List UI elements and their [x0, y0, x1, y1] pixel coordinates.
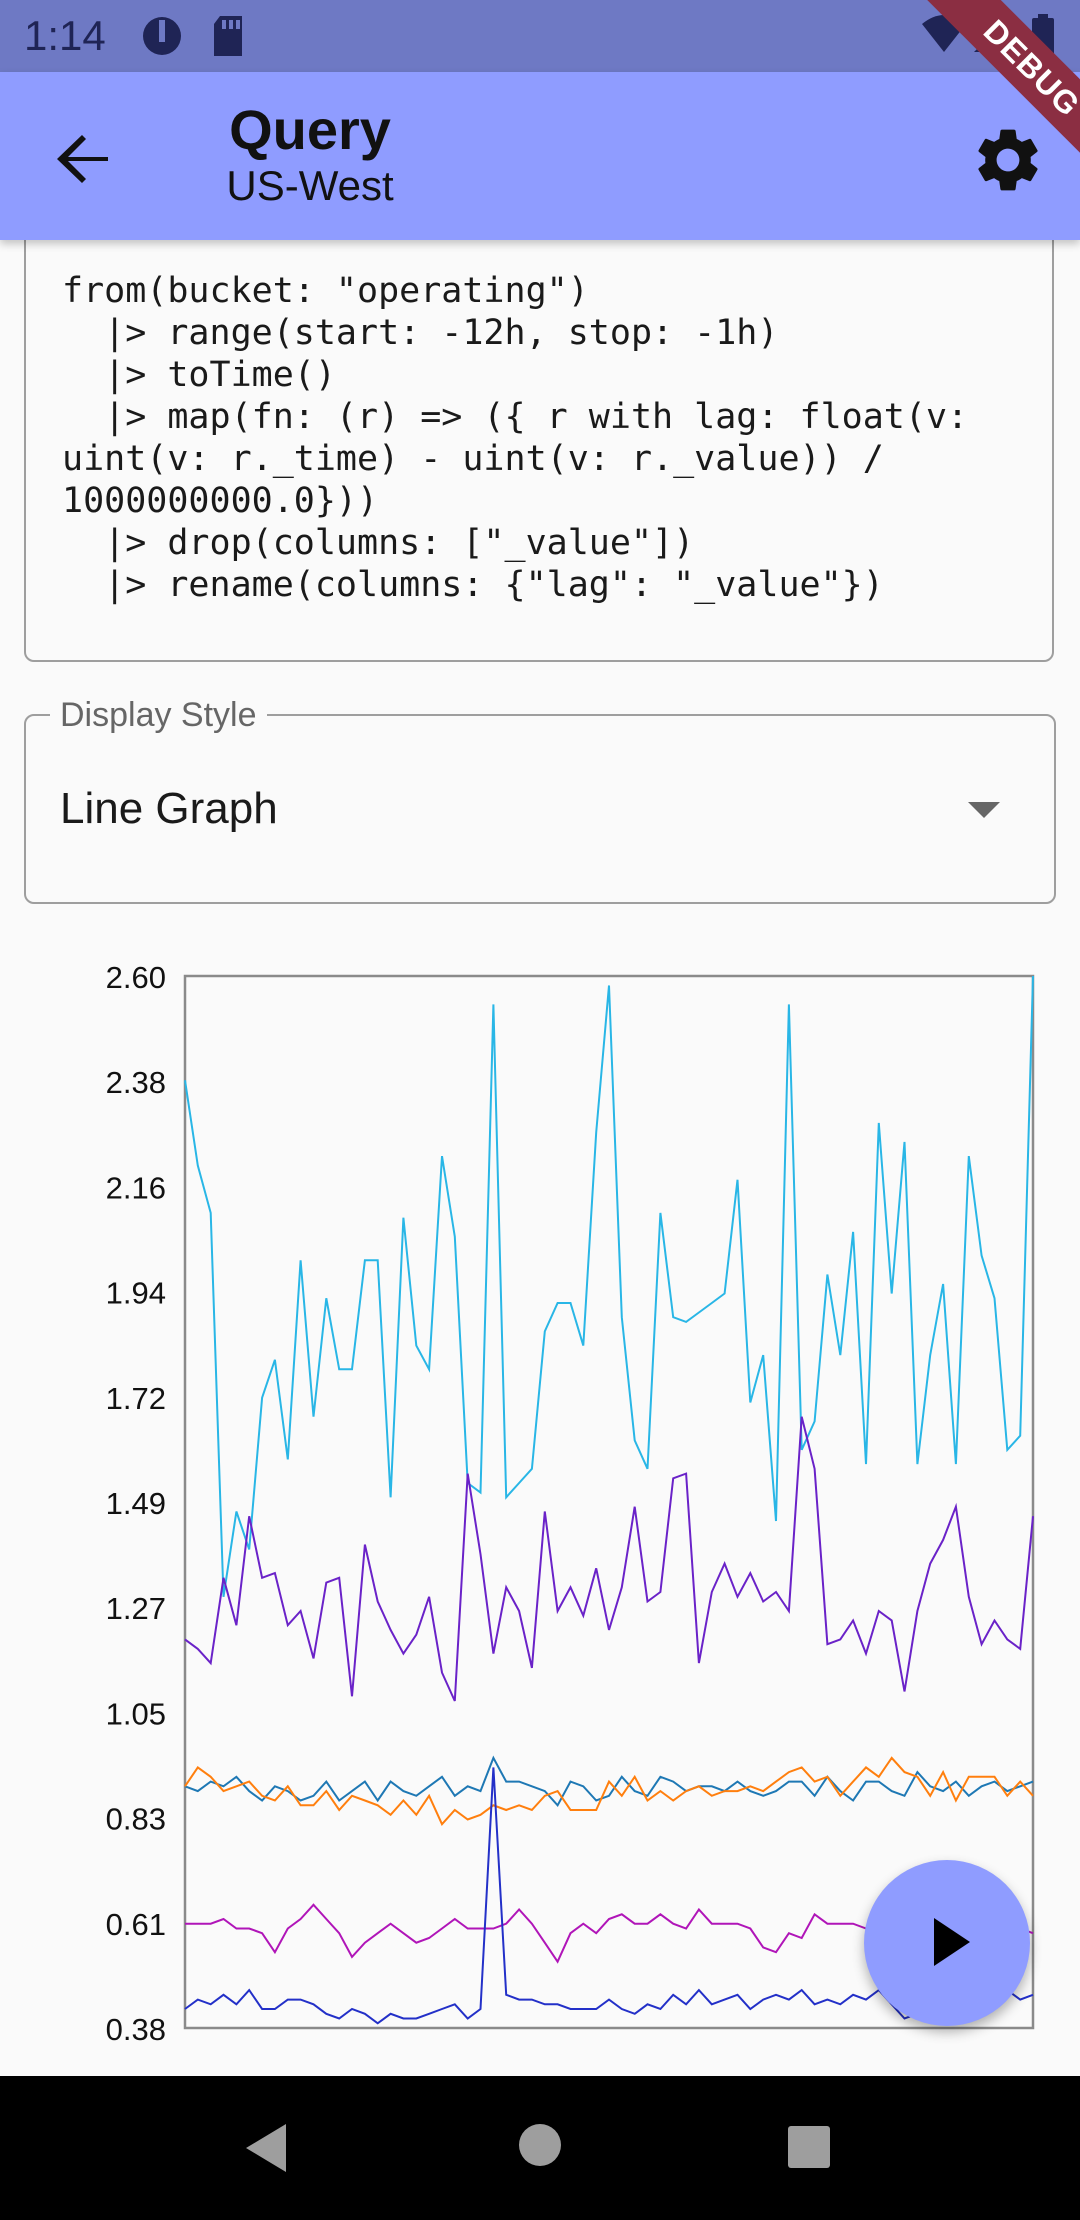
series-line-1 [184, 975, 1034, 1597]
chart-plot-border [183, 974, 1035, 2030]
y-tick-label: 1.27 [106, 1591, 166, 1626]
nav-back-icon[interactable] [242, 2122, 290, 2174]
page-subtitle: US-West [226, 162, 394, 209]
line-chart: 2.60 2.38 2.16 1.94 1.72 1.49 1.27 1.05 0.83 0.61… [106, 960, 1035, 2047]
y-tick-label: 1.94 [106, 1276, 166, 1311]
title-block: Query US-West [150, 98, 470, 210]
y-tick-label: 0.83 [106, 1802, 166, 1837]
display-style-dropdown[interactable]: Display Style Line Graph [24, 696, 1056, 904]
y-tick-label: 2.38 [106, 1065, 166, 1100]
run-query-button[interactable] [864, 1860, 1030, 2026]
series-line-3 [184, 1755, 1034, 1808]
gear-icon[interactable] [970, 122, 1046, 198]
data-saver-icon [143, 17, 181, 55]
y-tick-label: 2.16 [106, 1170, 166, 1205]
y-tick-label: 2.60 [106, 960, 166, 995]
navigation-bar [0, 2076, 1080, 2220]
nav-recents-icon[interactable] [786, 2124, 832, 2170]
y-tick-label: 0.38 [106, 2012, 166, 2047]
display-style-value: Line Graph [60, 784, 278, 833]
series-line-2 [184, 1416, 1034, 1702]
series-line-4 [184, 1756, 1034, 1827]
wifi-icon [922, 15, 966, 52]
query-text: from(bucket: "operating") |> range(start… [62, 271, 969, 605]
query-editor[interactable]: from(bucket: "operating") |> range(start… [24, 200, 1054, 662]
y-tick-label: 1.49 [106, 1486, 166, 1521]
arrow-back-icon[interactable] [50, 124, 120, 194]
page-title: Query [229, 98, 391, 161]
app-bar: Query US-West [0, 72, 1080, 240]
y-tick-label: 0.61 [106, 1907, 166, 1942]
y-tick-label: 1.72 [106, 1381, 166, 1416]
status-time: 1:14 [24, 12, 106, 59]
sd-card-icon [214, 16, 242, 56]
chart-y-axis: 2.60 2.38 2.16 1.94 1.72 1.49 1.27 1.05 0.83 0.61… [106, 960, 166, 2047]
nav-home-icon[interactable] [517, 2122, 563, 2168]
battery-icon [1032, 14, 1054, 56]
display-style-label: Display Style [50, 696, 267, 735]
dropdown-arrow-icon [968, 802, 1000, 818]
signal-icon [974, 16, 1010, 52]
y-tick-label: 1.05 [106, 1696, 166, 1731]
status-bar: 1:14 [0, 0, 1080, 72]
chart-series [184, 975, 1034, 2025]
play-icon [934, 1918, 970, 1966]
